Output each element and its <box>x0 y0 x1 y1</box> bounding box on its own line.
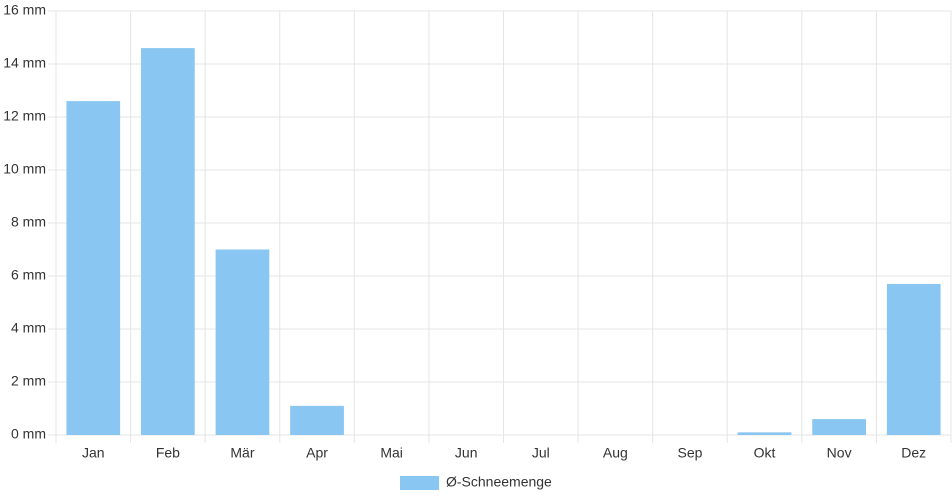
y-tick-label: 8 mm <box>11 214 46 230</box>
y-tick-label: 6 mm <box>11 267 46 283</box>
x-tick-label: Apr <box>306 445 328 461</box>
y-tick-label: 4 mm <box>11 320 46 336</box>
legend-label: Ø-Schneemenge <box>446 474 552 490</box>
x-tick-label: Aug <box>603 445 628 461</box>
x-tick-label: Jan <box>82 445 105 461</box>
x-tick-label: Nov <box>827 445 852 461</box>
bar <box>812 419 866 435</box>
x-tick-label: Sep <box>677 445 702 461</box>
bar <box>141 48 195 435</box>
x-tick-label: Okt <box>754 445 776 461</box>
y-tick-label: 16 mm <box>3 2 46 18</box>
y-tick-label: 10 mm <box>3 161 46 177</box>
bar <box>215 249 270 435</box>
x-tick-label: Mai <box>380 445 403 461</box>
y-tick-label: 12 mm <box>3 108 46 124</box>
x-tick-label: Feb <box>156 445 180 461</box>
y-tick-label: 14 mm <box>3 55 46 71</box>
legend-swatch <box>400 476 439 490</box>
bar <box>737 432 792 435</box>
x-tick-label: Jul <box>532 445 550 461</box>
x-tick-label: Jun <box>455 445 478 461</box>
bar <box>886 283 941 435</box>
bar <box>66 101 121 435</box>
x-tick-label: Mär <box>230 445 254 461</box>
y-tick-label: 2 mm <box>11 373 46 389</box>
bar <box>290 405 344 435</box>
y-tick-label: 0 mm <box>11 426 46 442</box>
x-tick-label: Dez <box>901 445 926 461</box>
